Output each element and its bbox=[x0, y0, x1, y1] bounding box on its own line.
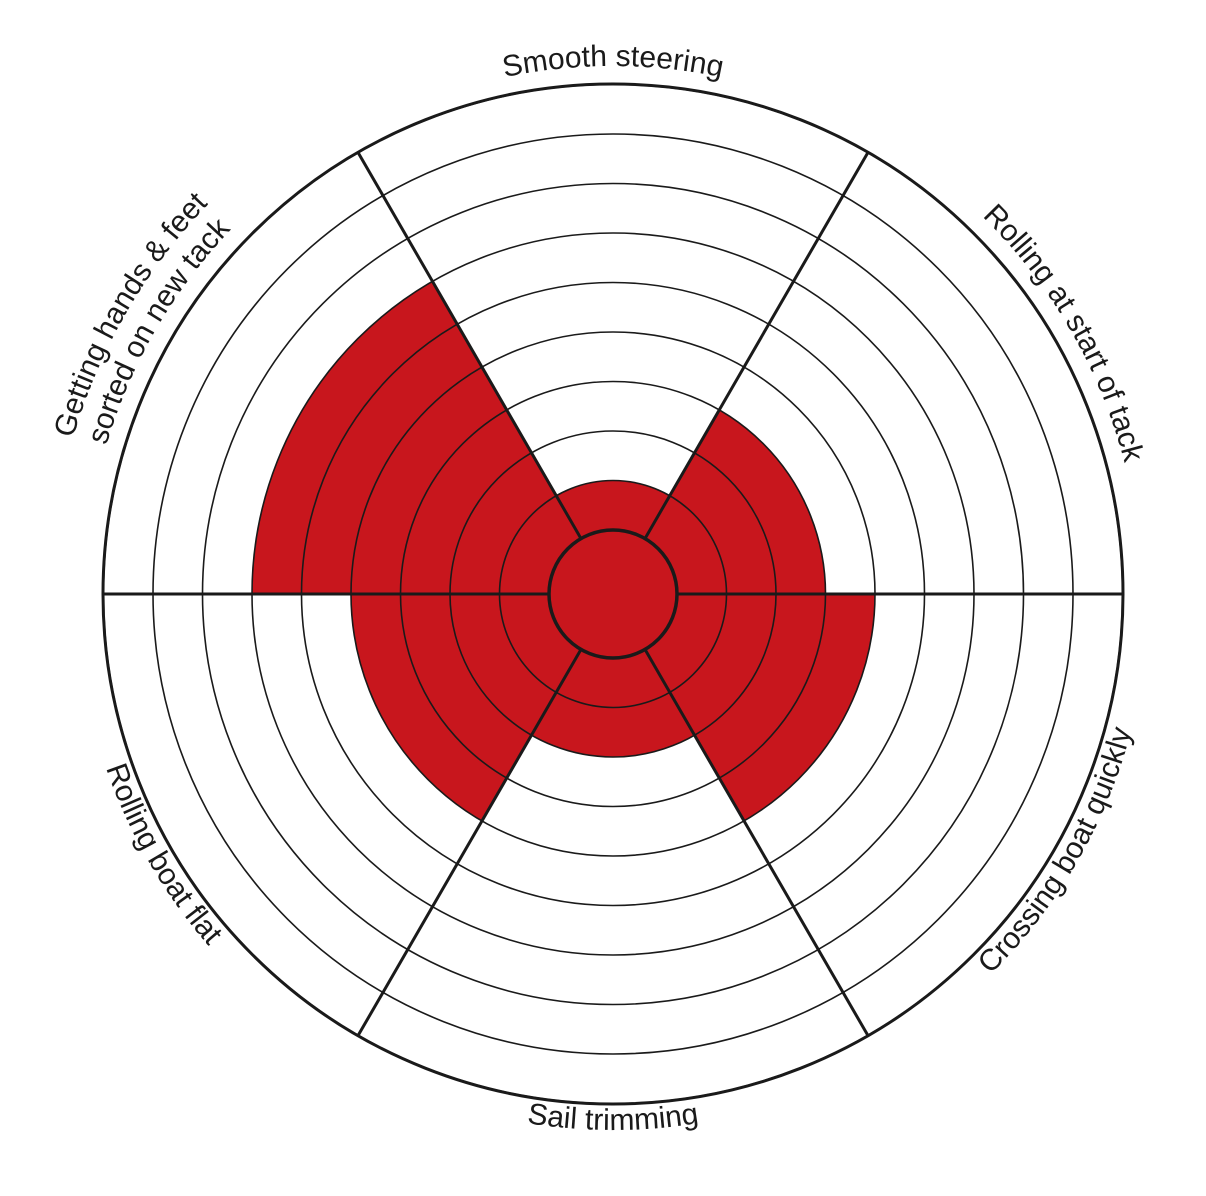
segment-label-1: Smooth steering bbox=[500, 40, 727, 84]
segment-divider-2 bbox=[643, 648, 870, 1037]
segment-fill-5 bbox=[351, 594, 613, 821]
segment-divider-5 bbox=[356, 151, 583, 540]
center-hub bbox=[547, 528, 679, 660]
segment-fill-2 bbox=[613, 409, 826, 594]
segment-label-3: Crossing boat quickly bbox=[972, 724, 1138, 980]
segment-label-2: Rolling at start of tack bbox=[977, 198, 1150, 466]
hub-circle bbox=[547, 528, 679, 660]
segment-fills bbox=[252, 281, 875, 821]
segment-divider-3 bbox=[356, 648, 583, 1037]
segment-fill-6 bbox=[252, 281, 613, 594]
segment-divider-6 bbox=[643, 151, 870, 540]
segment-fill-4 bbox=[531, 594, 695, 757]
segment-fill-3 bbox=[613, 594, 875, 821]
segment-label-5: Rolling boat flat bbox=[99, 759, 229, 951]
segment-dividers bbox=[103, 151, 1123, 1037]
